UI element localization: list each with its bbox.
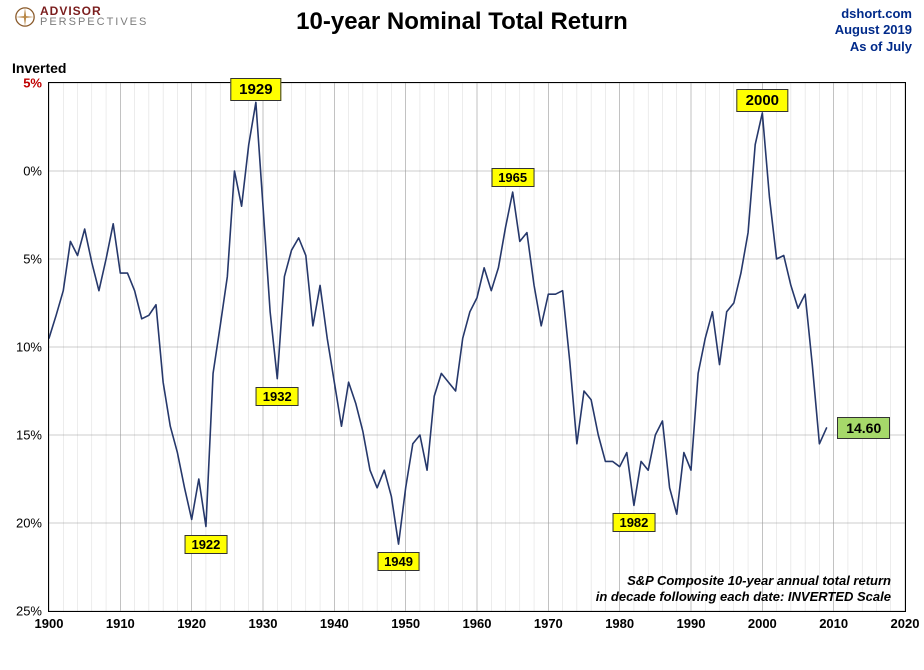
attrib-site: dshort.com (835, 6, 912, 22)
ytick-label: 5% (2, 76, 42, 91)
annotation-1922: 1922 (184, 535, 227, 554)
current-value-badge: 14.60 (837, 417, 890, 439)
ytick-label: 15% (2, 428, 42, 443)
xtick-label: 1930 (249, 616, 278, 631)
footnote-line1: S&P Composite 10-year annual total retur… (596, 573, 891, 589)
annotation-1932: 1932 (256, 387, 299, 406)
ytick-label: 5% (2, 252, 42, 267)
plot-area: S&P Composite 10-year annual total retur… (48, 82, 906, 612)
annotation-1982: 1982 (612, 513, 655, 532)
footnote-line2: in decade following each date: INVERTED … (596, 589, 891, 605)
xtick-label: 2010 (819, 616, 848, 631)
chart-container: { "logo": { "line1": "ADVISOR", "line2":… (0, 0, 924, 670)
ytick-label: 0% (2, 164, 42, 179)
annotation-1965: 1965 (491, 168, 534, 187)
xtick-label: 1950 (391, 616, 420, 631)
attribution: dshort.com August 2019 As of July (835, 6, 912, 55)
annotation-1929: 1929 (230, 78, 281, 101)
ytick-label: 20% (2, 516, 42, 531)
xtick-label: 1910 (106, 616, 135, 631)
attrib-asof: As of July (835, 39, 912, 55)
xtick-label: 2000 (748, 616, 777, 631)
xtick-label: 1970 (534, 616, 563, 631)
xtick-label: 2020 (891, 616, 920, 631)
chart-title: 10-year Nominal Total Return (0, 8, 924, 36)
xtick-label: 1900 (35, 616, 64, 631)
ytick-label: 10% (2, 340, 42, 355)
xtick-label: 1990 (677, 616, 706, 631)
y-axis-label: Inverted (12, 60, 66, 76)
xtick-label: 1920 (177, 616, 206, 631)
xtick-label: 1940 (320, 616, 349, 631)
attrib-date: August 2019 (835, 22, 912, 38)
chart-svg (49, 83, 905, 611)
footnote: S&P Composite 10-year annual total retur… (596, 573, 891, 606)
xtick-label: 1980 (605, 616, 634, 631)
xtick-label: 1960 (463, 616, 492, 631)
annotation-2000: 2000 (737, 89, 788, 112)
annotation-1949: 1949 (377, 552, 420, 571)
